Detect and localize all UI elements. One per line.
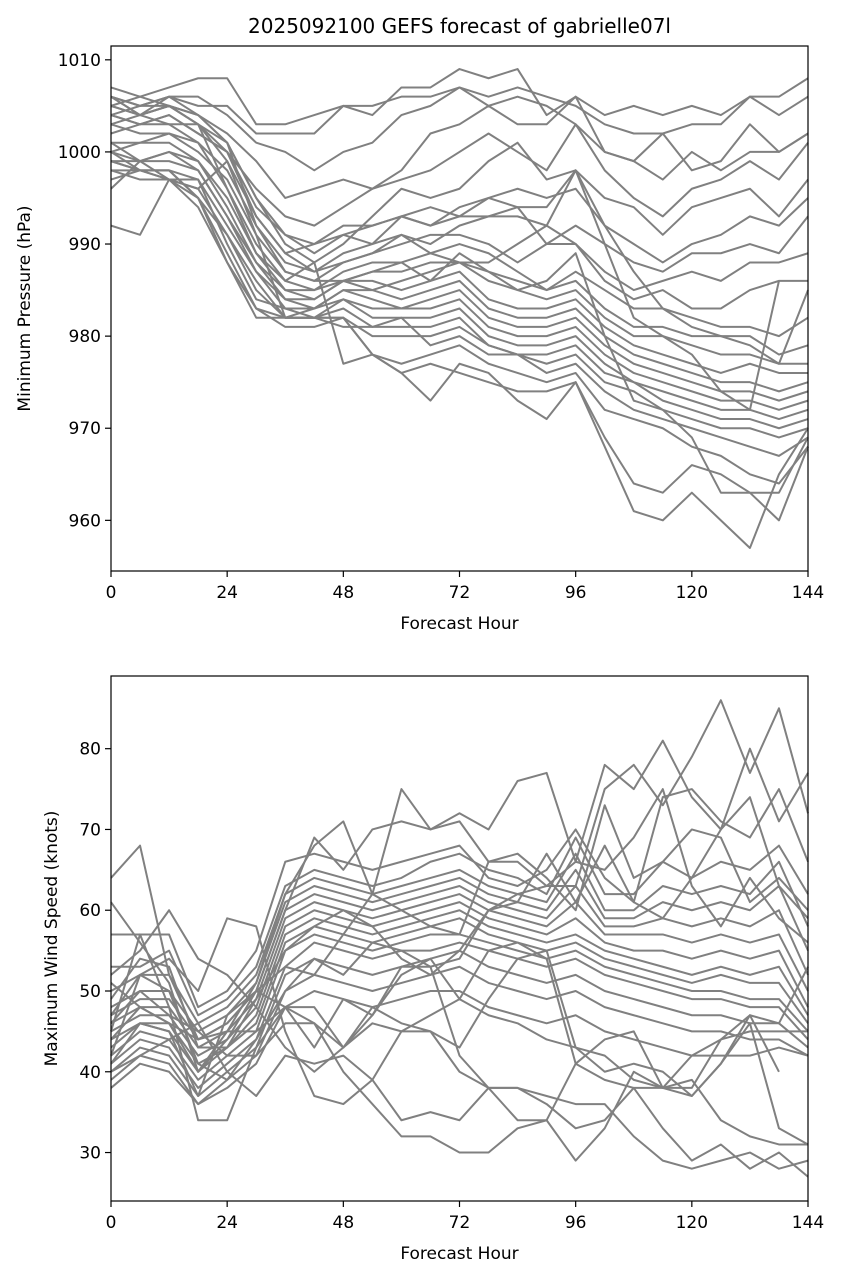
pressure-plot-frame	[110, 45, 809, 572]
wind-y-tick-label: 30	[79, 1144, 101, 1164]
pressure-y-axis-label: Minimum Pressure (hPa)	[15, 205, 35, 411]
wind-member-line-4	[111, 836, 809, 1017]
pressure-x-tick-label: 120	[676, 583, 708, 603]
wind-member-line-22	[110, 1006, 809, 1178]
wind-member-line-7	[110, 885, 809, 1041]
pressure-member-line-4	[110, 95, 809, 199]
wind-member-line-21	[110, 965, 809, 1170]
pressure-x-tick-label: 48	[333, 583, 355, 603]
wind-member-line-5	[110, 852, 809, 1025]
pressure-member-line-9	[110, 123, 809, 292]
pressure-y-tick-label: 1010	[58, 51, 101, 71]
wind-x-ticks: 0 24 48 72 96 120 144	[106, 1201, 824, 1233]
chart-title: 2025092100 GEFS forecast of gabrielle07l	[248, 14, 671, 38]
wind-member-line-9	[110, 901, 809, 1057]
pressure-x-tick-label: 0	[106, 583, 117, 603]
pressure-x-tick-label: 72	[449, 583, 471, 603]
wind-member-line-20	[110, 998, 808, 1146]
pressure-member-line-20	[110, 160, 809, 439]
pressure-panel: 960 970 980 990 1000 1010 0 24 48 72 96 120 144 For…	[15, 45, 824, 634]
wind-member-line-24	[110, 796, 809, 1049]
wind-y-tick-label: 70	[79, 820, 101, 840]
wind-x-tick-label: 48	[333, 1213, 355, 1233]
pressure-member-line-3	[110, 86, 809, 172]
wind-member-line-26	[110, 788, 809, 1081]
wind-x-tick-label: 120	[676, 1213, 708, 1233]
wind-member-line-25	[110, 804, 809, 1041]
pressure-x-tick-label: 96	[565, 583, 587, 603]
wind-y-tick-label: 80	[79, 740, 101, 760]
pressure-y-tick-label: 960	[69, 511, 101, 531]
pressure-member-line-18	[111, 169, 809, 421]
wind-series-lines	[110, 699, 809, 1178]
pressure-x-ticks: 0 24 48 72 96 120 144	[106, 571, 824, 603]
wind-member-line-13	[110, 941, 809, 1089]
pressure-member-line-19	[110, 151, 809, 430]
pressure-member-line-16	[110, 160, 809, 402]
pressure-x-axis-label: Forecast Hour	[400, 614, 518, 634]
pressure-y-tick-label: 970	[69, 419, 101, 439]
wind-y-ticks: 30 40 50 60 70 80	[79, 740, 111, 1164]
pressure-member-line-23	[110, 95, 809, 494]
pressure-series-lines	[110, 68, 809, 549]
pressure-y-tick-label: 990	[69, 235, 101, 255]
pressure-member-line-12	[110, 141, 809, 356]
wind-x-tick-label: 72	[449, 1213, 471, 1233]
pressure-member-line-24	[110, 160, 809, 549]
wind-x-tick-label: 144	[792, 1213, 824, 1233]
pressure-y-tick-label: 980	[69, 327, 101, 347]
wind-panel: 30 40 50 60 70 80 0 24 48 72 96 120 144 Forecast Ho…	[42, 675, 824, 1264]
pressure-member-line-10	[110, 123, 808, 310]
wind-x-tick-label: 0	[106, 1213, 117, 1233]
wind-member-line-17	[110, 933, 809, 1122]
wind-y-tick-label: 40	[79, 1063, 101, 1083]
wind-plot-frame	[110, 675, 809, 1202]
pressure-member-line-22	[110, 169, 809, 485]
wind-y-tick-label: 60	[79, 901, 101, 921]
pressure-x-tick-label: 144	[792, 583, 824, 603]
pressure-member-line-15	[110, 141, 809, 393]
wind-member-line-23	[110, 990, 809, 1154]
wind-x-tick-label: 24	[216, 1213, 238, 1233]
wind-member-line-18	[110, 909, 780, 1097]
wind-member-line-19	[110, 917, 808, 1162]
pressure-member-line-26	[110, 114, 780, 411]
wind-y-axis-label: Maximum Wind Speed (knots)	[42, 811, 62, 1067]
wind-x-axis-label: Forecast Hour	[400, 1244, 518, 1264]
pressure-x-tick-label: 24	[216, 583, 238, 603]
pressure-member-line-27	[110, 95, 809, 365]
pressure-y-tick-label: 1000	[58, 143, 101, 163]
pressure-member-line-1	[110, 68, 809, 126]
wind-x-tick-label: 96	[565, 1213, 587, 1233]
wind-member-line-3	[111, 788, 809, 1009]
pressure-y-ticks: 960 970 980 990 1000 1010	[58, 51, 111, 531]
wind-y-tick-label: 50	[79, 982, 101, 1002]
